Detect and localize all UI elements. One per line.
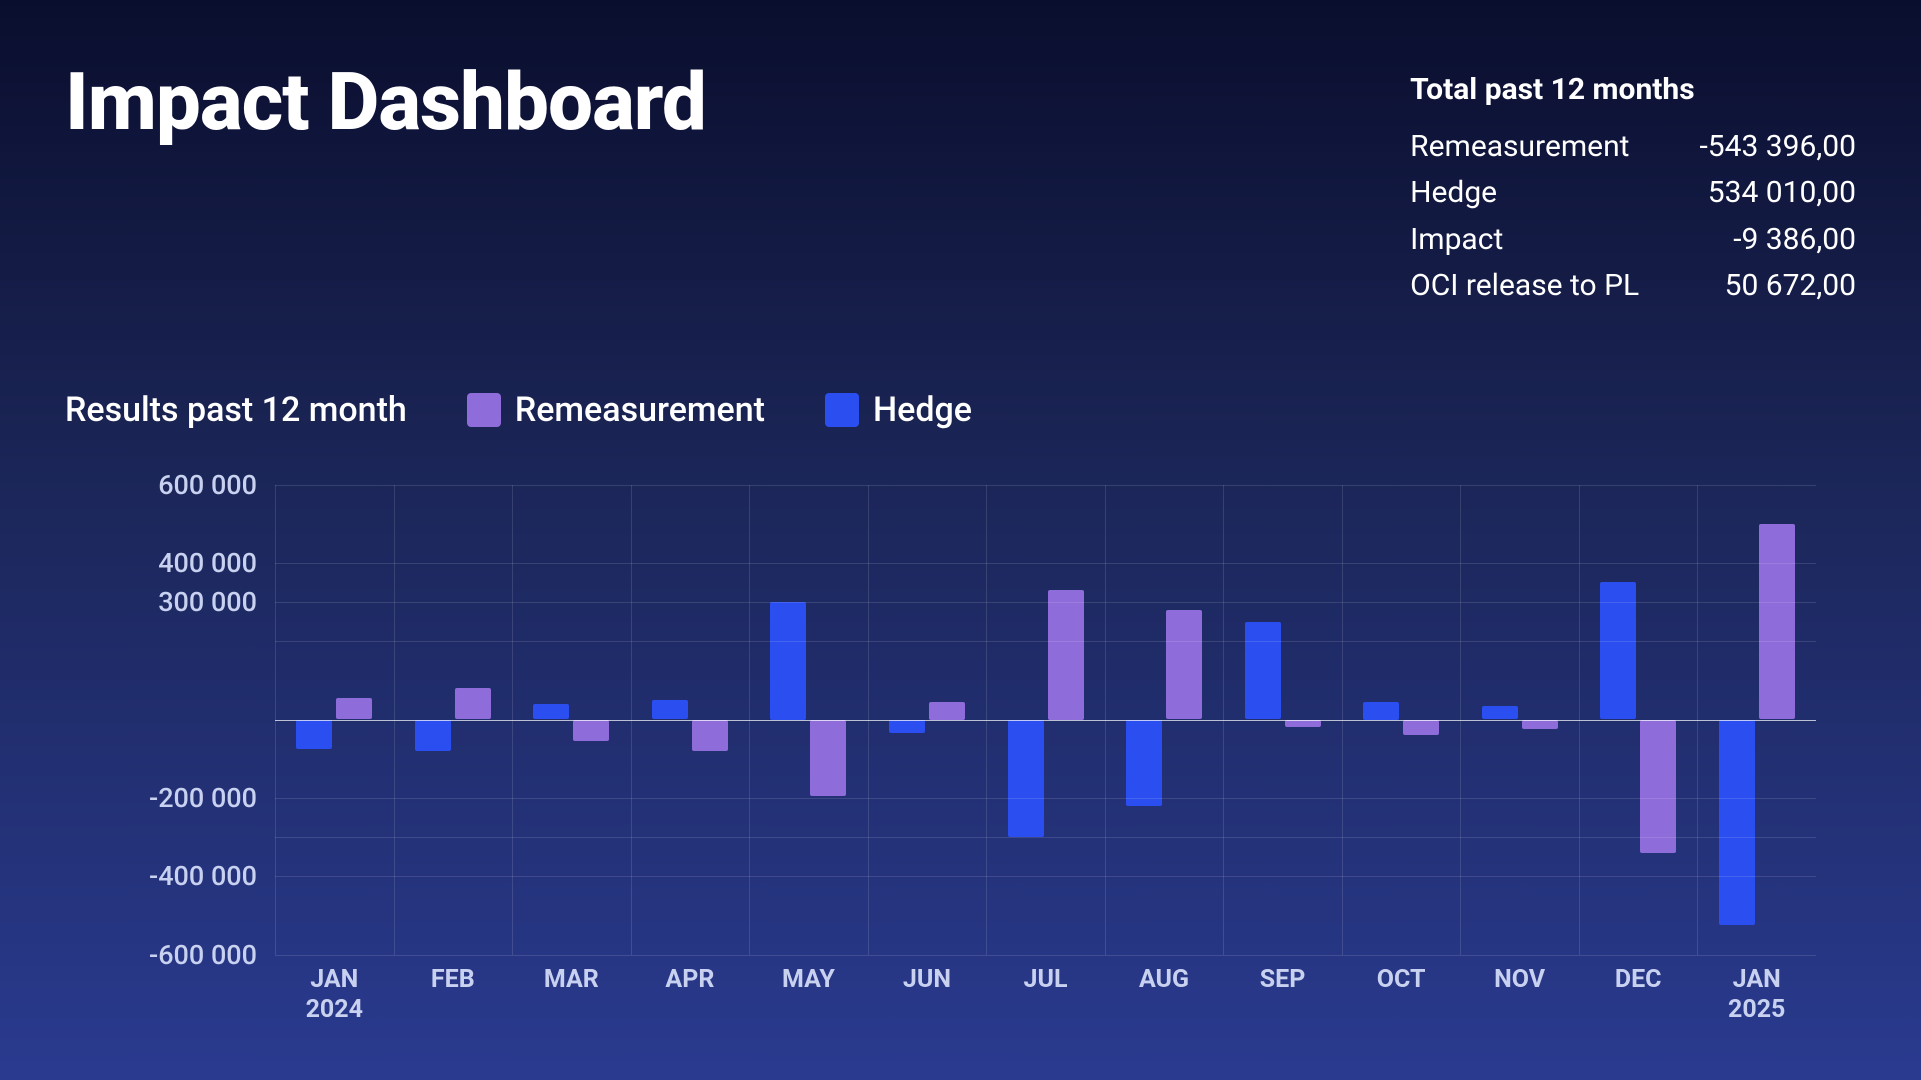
bar-remeasurement [1522, 720, 1558, 730]
totals-row-hedge: Hedge 534 010,00 [1410, 170, 1856, 217]
bar-hedge [1126, 720, 1162, 806]
gridline [275, 485, 1816, 486]
bar-hedge [1719, 720, 1755, 926]
bar-remeasurement [1166, 610, 1202, 720]
x-tick-label: MAR [544, 965, 599, 995]
y-tick-label: 600 000 [158, 469, 257, 501]
totals-value: 534 010,00 [1708, 170, 1856, 217]
bar-remeasurement [1759, 524, 1795, 720]
x-tick-label: OCT [1377, 965, 1426, 995]
page-title: Impact Dashboard [65, 55, 706, 149]
totals-row-impact: Impact -9 386,00 [1410, 217, 1856, 264]
totals-row-remeasurement: Remeasurement -543 396,00 [1410, 124, 1856, 171]
bar-hedge [1245, 622, 1281, 720]
bar-remeasurement [1285, 720, 1321, 728]
y-tick-label: -600 000 [149, 939, 257, 971]
totals-value: -543 396,00 [1699, 124, 1856, 171]
bar-remeasurement [336, 698, 372, 720]
x-tick-label: JUN [903, 965, 951, 995]
legend-swatch-hedge [825, 393, 859, 427]
gridline [275, 563, 1816, 564]
totals-value: -9 386,00 [1733, 217, 1856, 264]
totals-label: Remeasurement [1410, 124, 1629, 171]
plot-wrap: JAN 2024 FEB MAR APR MAY JUN JUL AUG SEP OCT NOV DE… [275, 485, 1856, 1035]
vgridline [1105, 485, 1106, 955]
gridline [275, 641, 1816, 642]
x-tick-label: AUG [1139, 965, 1189, 995]
bar-hedge [533, 704, 569, 720]
vgridline [1223, 485, 1224, 955]
bar-remeasurement [692, 720, 728, 751]
bar-remeasurement [929, 702, 965, 720]
impact-dashboard: Impact Dashboard Total past 12 months Re… [0, 0, 1921, 1080]
x-tick-label: NOV [1494, 965, 1545, 995]
y-axis-labels: 600 000400 000300 000-200 000-400 000-60… [105, 485, 275, 955]
legend-item-remeasurement: Remeasurement [467, 390, 765, 430]
totals-label: OCI release to PL [1410, 263, 1639, 310]
bar-remeasurement [1048, 590, 1084, 719]
bar-remeasurement [455, 688, 491, 719]
vgridline [749, 485, 750, 955]
vgridline [1697, 485, 1698, 955]
legend-label: Remeasurement [515, 390, 765, 430]
totals-label: Hedge [1410, 170, 1497, 217]
vgridline [631, 485, 632, 955]
x-tick-label: JUL [1024, 965, 1068, 995]
x-tick-label: JAN 2025 [1728, 965, 1785, 1025]
vgridline [1579, 485, 1580, 955]
gridline [275, 602, 1816, 603]
bar-hedge [1482, 706, 1518, 720]
vgridline [394, 485, 395, 955]
legend-section-label: Results past 12 month [65, 390, 407, 430]
y-tick-label: 300 000 [158, 586, 257, 618]
x-tick-label: DEC [1615, 965, 1662, 995]
bar-hedge [415, 720, 451, 751]
x-tick-label: JAN 2024 [306, 965, 363, 1025]
header: Impact Dashboard Total past 12 months Re… [65, 55, 1856, 310]
x-tick-label: APR [665, 965, 714, 995]
x-tick-label: MAY [782, 965, 835, 995]
legend-item-hedge: Hedge [825, 390, 972, 430]
bar-remeasurement [810, 720, 846, 796]
bar-hedge [296, 720, 332, 749]
vgridline [1342, 485, 1343, 955]
bar-hedge [889, 720, 925, 734]
vgridline [986, 485, 987, 955]
vgridline [275, 485, 276, 955]
plot-area [275, 485, 1816, 955]
x-tick-label: SEP [1260, 965, 1306, 995]
bar-hedge [652, 700, 688, 720]
vgridline [512, 485, 513, 955]
y-tick-label: -200 000 [149, 782, 257, 814]
zero-line [275, 720, 1816, 721]
totals-label: Impact [1410, 217, 1503, 264]
gridline [275, 837, 1816, 838]
x-axis-labels: JAN 2024 FEB MAR APR MAY JUN JUL AUG SEP OCT NOV DE… [275, 955, 1816, 1035]
y-tick-label: 400 000 [158, 547, 257, 579]
x-tick-label: FEB [431, 965, 475, 995]
bar-remeasurement [1403, 720, 1439, 736]
totals-row-oci: OCI release to PL 50 672,00 [1410, 263, 1856, 310]
totals-panel: Total past 12 months Remeasurement -543 … [1410, 55, 1856, 310]
bar-hedge [770, 602, 806, 720]
totals-value: 50 672,00 [1725, 263, 1856, 310]
vgridline [1460, 485, 1461, 955]
bar-hedge [1363, 702, 1399, 720]
bar-remeasurement [1640, 720, 1676, 853]
bar-remeasurement [573, 720, 609, 742]
bar-hedge [1008, 720, 1044, 838]
gridline [275, 876, 1816, 877]
vgridline [868, 485, 869, 955]
y-tick-label: -400 000 [149, 860, 257, 892]
chart-legend: Results past 12 month Remeasurement Hedg… [65, 390, 1856, 430]
legend-label: Hedge [873, 390, 972, 430]
bar-chart: 600 000400 000300 000-200 000-400 000-60… [105, 485, 1856, 1035]
gridline [275, 798, 1816, 799]
legend-swatch-remeasurement [467, 393, 501, 427]
totals-title: Total past 12 months [1410, 67, 1856, 114]
